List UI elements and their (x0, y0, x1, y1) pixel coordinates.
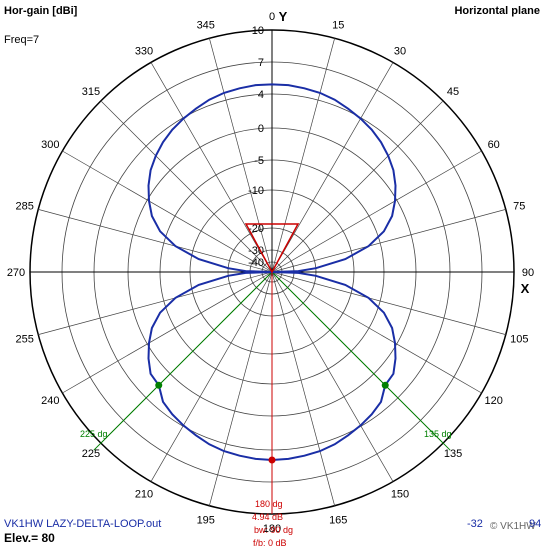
azimuth-tick-label: 195 (197, 514, 215, 526)
azimuth-tick-label: 225 (82, 448, 100, 460)
azimuth-tick-label: 75 (513, 201, 525, 213)
pattern-markers (155, 223, 389, 464)
x-axis-label: X (521, 281, 530, 296)
left-beam-label: 225 dg (80, 429, 108, 439)
scale-info: -32 (467, 518, 483, 530)
max-gain-label: 4.94 dB (252, 512, 283, 522)
radial-tick-label: 0 (258, 123, 264, 135)
azimuth-spoke (271, 38, 335, 273)
azimuth-tick-label: 180 (263, 523, 281, 535)
azimuth-tick-label: 255 (16, 333, 34, 345)
azimuth-labels: 0 15 30 45 60 75 90 105 120 135 150 165 180 195 210 225… (7, 11, 534, 535)
azimuth-spoke (100, 100, 273, 273)
beam-edge-dot (155, 381, 163, 389)
azimuth-tick-label: 45 (447, 86, 459, 98)
azimuth-tick-label: 30 (394, 45, 406, 57)
radial-tick-label: -20 (248, 223, 264, 235)
azimuth-spoke (62, 150, 273, 273)
brand-watermark: © VK1HW (490, 521, 536, 532)
beam-edge-dot (381, 381, 389, 389)
azimuth-spoke (271, 62, 394, 273)
azimuth-spokes (30, 30, 514, 514)
azimuth-spoke (271, 150, 482, 273)
plane-label: Horizontal plane (454, 5, 540, 17)
beam-edge-line (93, 271, 273, 451)
azimuth-spoke (271, 271, 482, 394)
radial-labels: 10 7 4 0 -5 -10 -20 -30-40 (248, 25, 264, 269)
azimuth-spoke (271, 271, 394, 482)
azimuth-tick-label: 90 (522, 267, 534, 279)
azimuth-spoke (209, 38, 273, 273)
radial-tick-label: -40 (248, 257, 264, 269)
radial-tick-label: 7 (258, 57, 264, 69)
azimuth-tick-label: 300 (41, 139, 59, 151)
azimuth-tick-label: 135 (444, 448, 462, 460)
beam-edge-line (271, 271, 451, 451)
azimuth-spoke (271, 100, 444, 273)
azimuth-tick-label: 105 (510, 333, 528, 345)
azimuth-tick-label: 210 (135, 489, 153, 501)
front-back-label: f/b: 0 dB (253, 538, 287, 546)
elevation-label: Elev.= 80 (4, 531, 55, 545)
azimuth-tick-label: 165 (329, 514, 347, 526)
azimuth-tick-label: 285 (16, 201, 34, 213)
azimuth-tick-label: 240 (41, 395, 59, 407)
azimuth-spoke (150, 62, 273, 273)
azimuth-spoke (38, 209, 273, 273)
beamwidth-label: bw: 90 dg (254, 525, 293, 535)
file-name: VK1HW LAZY-DELTA-LOOP.out (4, 518, 161, 530)
radial-tick-label: 4 (258, 89, 264, 101)
radial-tick-label: -5 (254, 155, 264, 167)
radial-tick-label: 10 (252, 25, 264, 37)
azimuth-spoke (38, 271, 273, 335)
freq-label: Freq=7 (4, 34, 39, 46)
chart-title: Hor-gain [dBi] (4, 5, 78, 17)
azimuth-tick-label: 270 (7, 267, 25, 279)
azimuth-tick-label: 60 (488, 139, 500, 151)
azimuth-spoke (150, 271, 273, 482)
max-gain-dot (268, 456, 276, 464)
azimuth-tick-label: 0 (269, 11, 275, 23)
azimuth-spoke (271, 209, 506, 273)
azimuth-tick-label: 15 (332, 20, 344, 32)
azimuth-spoke (209, 271, 273, 506)
azimuth-tick-label: 315 (82, 86, 100, 98)
extra-info: 94 (529, 518, 541, 530)
radial-tick-label: -30 (248, 245, 264, 257)
azimuth-spoke (271, 271, 335, 506)
direction-triangle (244, 223, 300, 274)
azimuth-spoke (271, 271, 506, 335)
beam-lines (93, 271, 451, 451)
radial-tick-label: -10 (248, 185, 264, 197)
y-axis-label: Y (279, 9, 288, 24)
azimuth-tick-label: 330 (135, 45, 153, 57)
azimuth-spoke (62, 271, 273, 394)
right-beam-label: 135 dg (424, 429, 452, 439)
azimuth-tick-label: 150 (391, 489, 409, 501)
max-direction-label: 180 dg (255, 499, 283, 509)
azimuth-tick-label: 120 (485, 395, 503, 407)
azimuth-tick-label: 345 (197, 20, 215, 32)
